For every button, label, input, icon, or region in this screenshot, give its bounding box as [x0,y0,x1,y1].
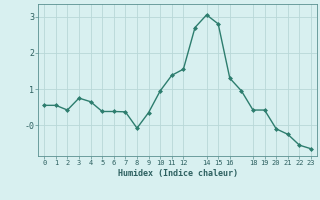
X-axis label: Humidex (Indice chaleur): Humidex (Indice chaleur) [118,169,238,178]
